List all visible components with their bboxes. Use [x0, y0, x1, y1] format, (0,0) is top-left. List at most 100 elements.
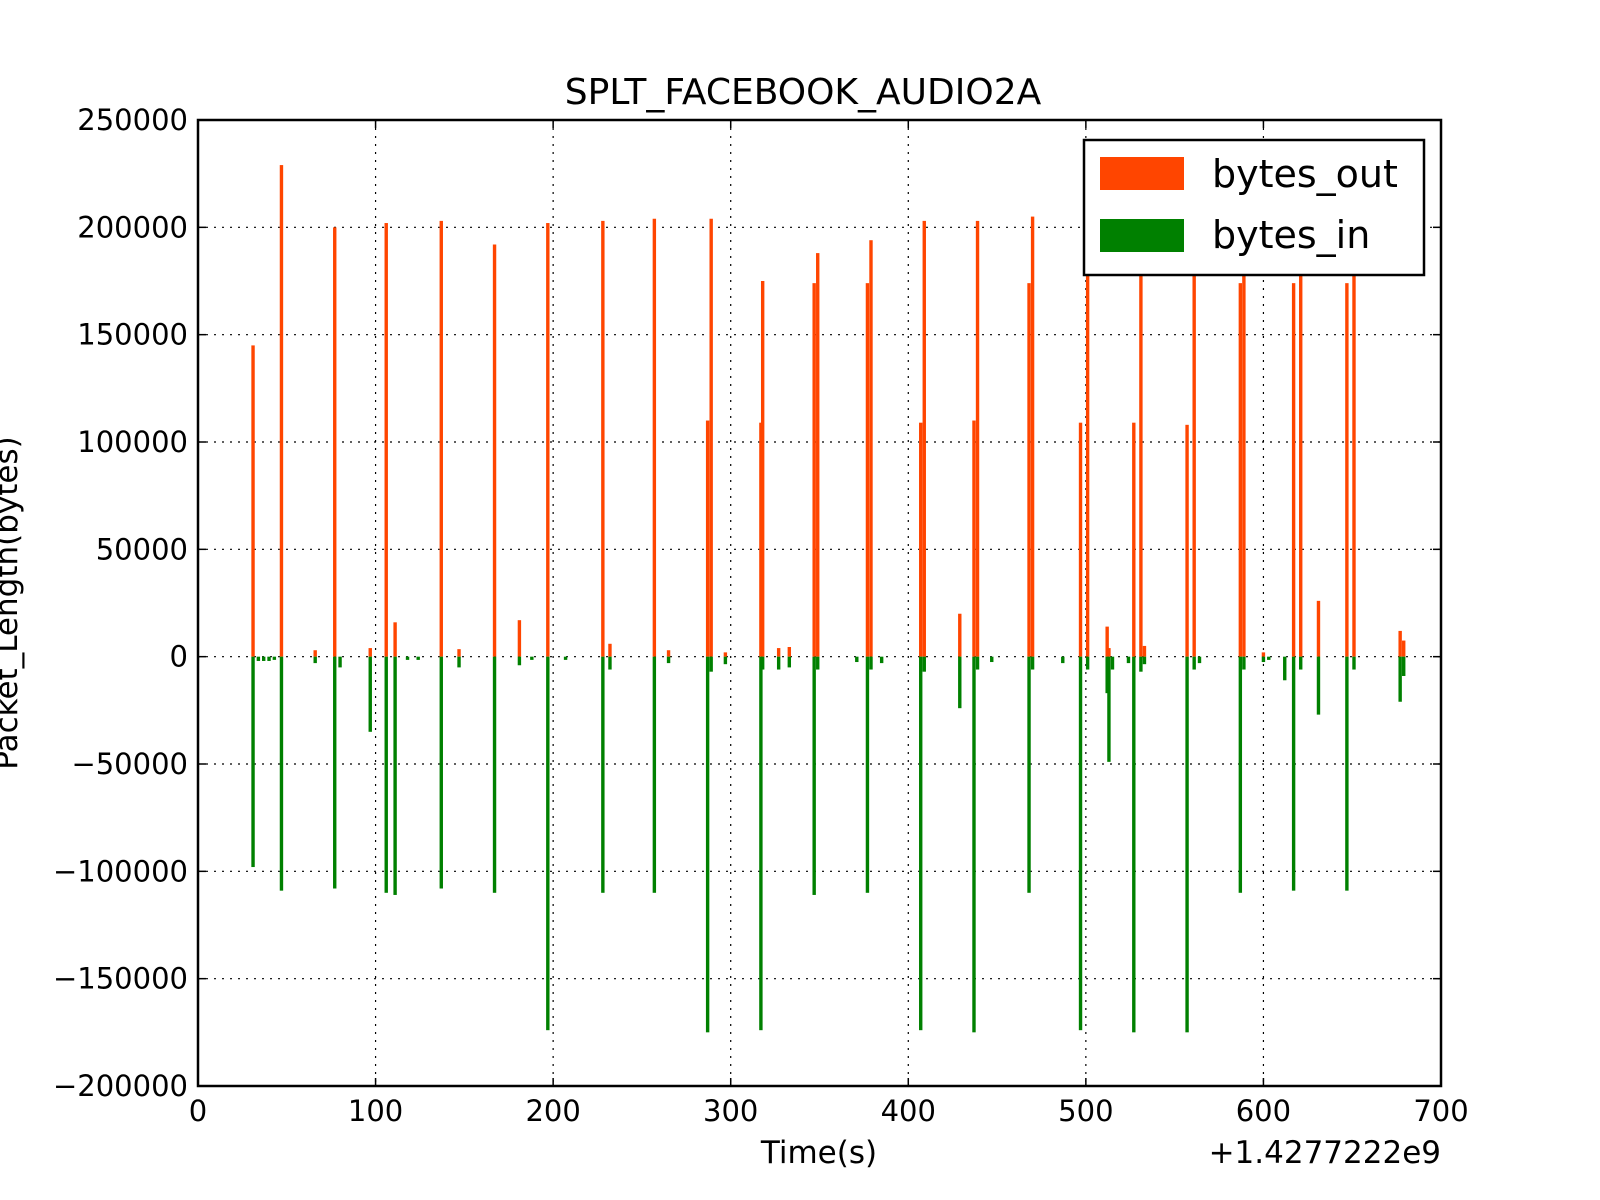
- bytes-out-bar: [1027, 283, 1031, 657]
- y-tick-label: −200000: [53, 1069, 188, 1103]
- bytes-in-bar: [492, 656, 497, 893]
- bytes-in-bar: [666, 656, 671, 664]
- bytes-out-bar: [608, 643, 612, 657]
- bytes-out-bar: [1242, 248, 1246, 657]
- x-tick-label: 0: [189, 1094, 207, 1128]
- bytes-in-bar: [1192, 656, 1196, 670]
- bytes-out-bar: [1291, 283, 1296, 657]
- bytes-in-bar: [267, 656, 271, 661]
- bytes-out-bar: [1352, 248, 1356, 657]
- x-axis-label: Time(s): [760, 1135, 877, 1171]
- bytes-out-bar: [759, 422, 763, 657]
- bytes-out-bar: [709, 218, 713, 657]
- bytes-out-bars: [251, 165, 1406, 657]
- bytes-in-bar: [1030, 656, 1035, 670]
- bytes-in-bar: [975, 656, 980, 670]
- grid-lines: [198, 120, 1441, 1086]
- bytes-in-bar: [1352, 656, 1356, 670]
- bytes-out-bar: [666, 650, 671, 657]
- x-tick-label: 100: [348, 1094, 403, 1128]
- y-tick-label: 50000: [96, 532, 188, 566]
- x-offset-label: +1.4277222e9: [1209, 1135, 1441, 1171]
- bytes-in-bar: [812, 656, 816, 895]
- bytes-in-bar: [972, 656, 976, 1033]
- bytes-in-bar: [1027, 656, 1031, 893]
- bytes-in-bar: [855, 656, 859, 663]
- x-tick-labels: 0 100 200 300 400 500 600 700: [189, 1094, 1469, 1128]
- bytes-out-bar: [1192, 244, 1196, 657]
- bytes-in-bar: [251, 656, 255, 868]
- x-tick-label: 400: [881, 1094, 936, 1128]
- bytes-in-bar: [546, 656, 550, 1031]
- bytes-out-bar: [1105, 626, 1109, 657]
- bytes-in-bar: [1185, 656, 1189, 1033]
- bytes-in-bar: [869, 656, 873, 670]
- bytes-out-bar: [922, 220, 926, 657]
- bytes-in-bar: [865, 656, 870, 893]
- bytes-out-bar: [1185, 424, 1189, 657]
- y-tick-label: 150000: [77, 318, 188, 352]
- x-tick-label: 700: [1413, 1094, 1468, 1128]
- bytes-in-bar: [1078, 656, 1083, 1031]
- bytes-out-bar: [333, 227, 337, 657]
- bytes-out-bar: [1238, 283, 1243, 657]
- bytes-in-bar: [333, 656, 337, 889]
- bytes-in-bar: [759, 656, 763, 1031]
- bytes-out-bar: [652, 218, 657, 657]
- bytes-out-bar: [723, 652, 728, 657]
- bytes-in-bar: [1291, 656, 1296, 891]
- x-tick-label: 200: [525, 1094, 580, 1128]
- bytes-in-bar: [816, 656, 820, 670]
- bytes-out-bar: [1107, 648, 1111, 657]
- bytes-in-bar: [384, 656, 388, 893]
- bytes-out-bar: [546, 223, 550, 657]
- bytes-out-bar: [787, 647, 792, 657]
- bytes-in-bar: [1107, 656, 1111, 762]
- bytes-out-bar: [1085, 227, 1090, 657]
- bytes-in-bar: [439, 656, 443, 889]
- bytes-out-bar: [393, 622, 397, 657]
- x-tick-label: 500: [1058, 1094, 1113, 1128]
- bytes-out-bar: [1402, 640, 1406, 657]
- bytes-in-bar: [705, 656, 710, 1033]
- bytes-out-bar: [1078, 422, 1083, 657]
- bytes-out-bar: [919, 422, 923, 657]
- bytes-in-bar: [272, 656, 277, 660]
- bytes-in-bar: [1142, 656, 1147, 665]
- bytes-out-bar: [251, 345, 255, 657]
- bytes-out-bar: [439, 220, 443, 657]
- bytes-in-bar: [760, 656, 765, 670]
- x-tick-label: 300: [703, 1094, 758, 1128]
- y-tick-label: −150000: [53, 962, 188, 996]
- bytes-in-bar: [601, 656, 605, 893]
- bytes-out-bar: [869, 240, 873, 657]
- bytes-in-bar: [879, 656, 884, 664]
- chart-title: SPLT_FACEBOOK_AUDIO2A: [565, 72, 1042, 113]
- x-tick-label: 600: [1236, 1094, 1291, 1128]
- bytes-in-bar: [652, 656, 657, 893]
- bytes-in-bar: [990, 656, 994, 663]
- bytes-out-bar: [1398, 630, 1402, 657]
- bytes-in-bar: [1242, 656, 1246, 670]
- bytes-out-bar: [705, 420, 710, 657]
- bytes-in-bar: [1267, 656, 1271, 660]
- bytes-in-bar: [1283, 656, 1287, 681]
- bytes-in-bars: [251, 656, 1406, 1033]
- bytes-out-bar: [1142, 645, 1147, 657]
- y-tick-label: 250000: [77, 103, 188, 137]
- bytes-in-bar: [1299, 656, 1303, 670]
- bytes-in-bar: [279, 656, 284, 891]
- bytes-in-bar: [530, 656, 534, 660]
- bytes-out-bar: [368, 648, 372, 657]
- bytes-out-bar: [776, 648, 781, 657]
- legend-label-bytes-in: bytes_in: [1212, 213, 1370, 257]
- bytes-out-bar: [958, 613, 962, 657]
- bytes-in-bar: [723, 656, 728, 665]
- bytes-out-bar: [492, 244, 497, 657]
- bytes-in-bar: [1061, 656, 1065, 664]
- bytes-out-bar: [975, 220, 980, 657]
- bytes-out-bar: [517, 620, 522, 657]
- bytes-in-bar: [1126, 656, 1131, 664]
- bytes-in-bar: [262, 656, 266, 661]
- bytes-in-bar: [563, 656, 568, 660]
